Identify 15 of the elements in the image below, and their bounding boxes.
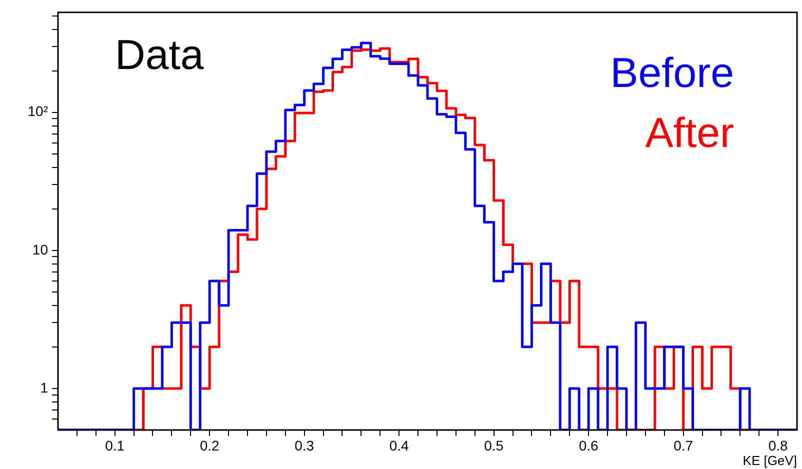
- x-tick-label: 0.7: [674, 437, 694, 454]
- x-tick-label: 0.6: [578, 437, 599, 454]
- text: Before: [610, 48, 734, 96]
- annotation: Data: [115, 30, 204, 78]
- y-tick-label: 10²: [28, 103, 48, 120]
- text: After: [645, 108, 734, 156]
- y-tick-label: 10: [32, 241, 48, 258]
- x-tick-label: 0.2: [200, 437, 220, 454]
- x-axis-title: KE [GeV]: [742, 452, 797, 468]
- x-tick-label: 0.1: [105, 437, 125, 454]
- x-tick-label: 0.4: [389, 437, 410, 454]
- x-tick-label: 0.8: [768, 437, 788, 454]
- x-tick-label: 0.3: [294, 437, 314, 454]
- x-tick-label: 0.5: [484, 437, 504, 454]
- y-tick-label: 1: [40, 379, 48, 396]
